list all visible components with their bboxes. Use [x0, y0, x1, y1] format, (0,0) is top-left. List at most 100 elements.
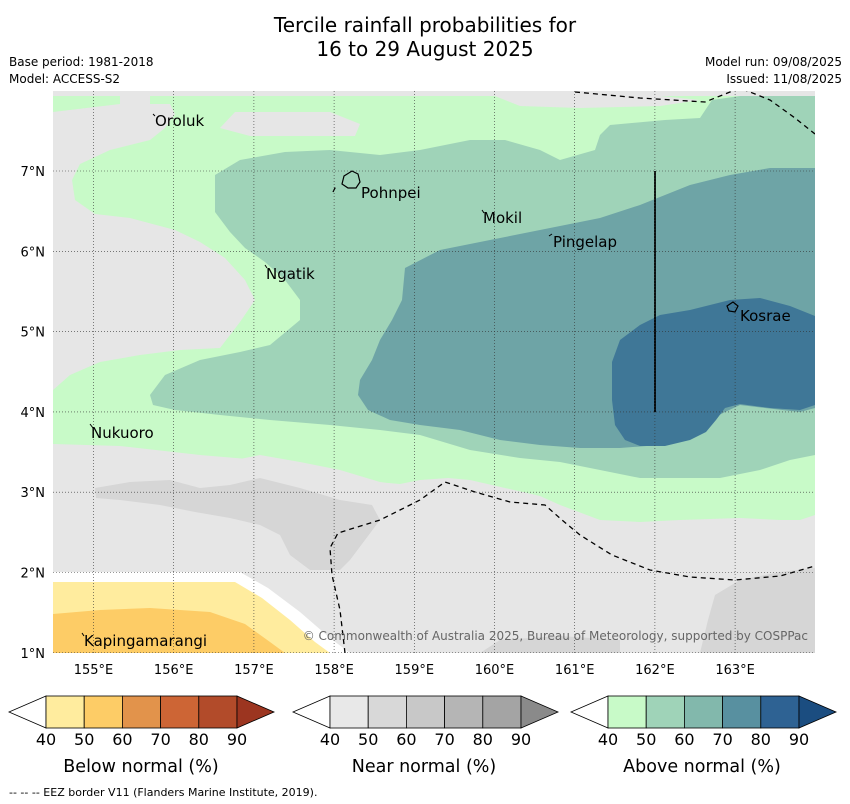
colorbar-above-normal: 40 50 60 70 80 90 — [569, 695, 838, 749]
colorbar-tick-label: 50 — [358, 730, 378, 749]
lon-tick-label: 161°E — [555, 663, 595, 678]
colorbar-segment — [329, 695, 369, 729]
label-mokil: Mokil — [483, 209, 522, 227]
colorbar-segment — [645, 695, 685, 729]
below-normal-60-region — [53, 608, 285, 653]
label-kapingamarangi: Kapingamarangi — [84, 632, 207, 650]
model-run: Model run: 09/08/2025 — [704, 55, 842, 69]
colorbar-segment — [160, 695, 200, 729]
colorbar-segment — [45, 695, 85, 729]
kapingamarangi-marker — [81, 632, 85, 637]
oroluk-marker — [152, 113, 156, 117]
lat-tick-label: 6°N — [21, 245, 46, 260]
eez-border-pohnpei — [332, 183, 338, 193]
colorbar-tick-label: 90 — [511, 730, 531, 749]
colorbar-segment — [198, 695, 238, 729]
issued-date: Issued: 11/08/2025 — [726, 72, 842, 86]
colorbar-segment — [122, 695, 162, 729]
colorbar-tick-label: 80 — [751, 730, 771, 749]
base-period: Base period: 1981-2018 — [9, 55, 154, 69]
lon-tick-label: 160°E — [475, 663, 515, 678]
colorbar-segment — [405, 695, 445, 729]
colorbar-segment — [760, 695, 800, 729]
lon-tick-label: 162°E — [635, 663, 675, 678]
colorbar-segment — [482, 695, 522, 729]
longitude-labels: 155°E 156°E 157°E 158°E 159°E 160°E 161°E 162°E… — [74, 663, 755, 678]
lon-tick-label: 156°E — [154, 663, 194, 678]
label-kosrae: Kosrae — [740, 307, 791, 325]
meta-left: Base period: 1981-2018 Model: ACCESS-S2 — [9, 54, 154, 88]
mokil-marker — [481, 209, 485, 214]
colorbar-segment — [367, 695, 407, 729]
colorbar-tick-label: 40 — [320, 730, 340, 749]
title-line-1: Tercile rainfall probabilities for — [273, 13, 577, 37]
eez-border-south — [329, 481, 815, 653]
colorbar-title-above: Above normal (%) — [623, 757, 781, 777]
model-name: Model: ACCESS-S2 — [9, 72, 121, 86]
colorbar-tick-label: 50 — [636, 730, 656, 749]
colorbar-segment — [444, 695, 484, 729]
lat-tick-label: 3°N — [21, 486, 46, 501]
pingelap-marker — [548, 233, 553, 237]
colorbar-tick-label: 80 — [189, 730, 209, 749]
colorbar-min-extend — [7, 695, 47, 729]
colorbar-tick-label: 40 — [598, 730, 618, 749]
copyright-notice: © Commonwealth of Australia 2025, Bureau… — [303, 629, 808, 643]
colorbar-tick-label: 90 — [789, 730, 809, 749]
colorbar-max-extend — [520, 695, 560, 729]
lon-tick-label: 155°E — [74, 663, 114, 678]
graticule — [53, 91, 815, 653]
ngatik-marker — [264, 264, 268, 269]
lat-tick-label: 5°N — [21, 326, 46, 341]
kosrae-island — [726, 301, 739, 313]
colorbar-tick-label: 60 — [674, 730, 694, 749]
colorbar-min-extend — [291, 695, 331, 729]
lat-tick-label: 1°N — [21, 647, 46, 662]
colorbar-tick-label: 70 — [434, 730, 454, 749]
colorbar-tick-label: 80 — [473, 730, 493, 749]
colorbar-tick-label: 50 — [74, 730, 94, 749]
colorbar-min-extend — [569, 695, 609, 729]
colorbar-tick-label: 40 — [36, 730, 56, 749]
near-normal-60-patch-3 — [480, 636, 620, 653]
colorbar-segment — [607, 695, 647, 729]
colorbar-max-extend — [236, 695, 276, 729]
label-pohnpei: Pohnpei — [361, 184, 421, 202]
latitude-labels: 7°N 6°N 5°N 4°N 3°N 2°N 1°N — [21, 165, 46, 662]
label-oroluk: Oroluk — [155, 112, 204, 130]
grey-left-region — [53, 106, 248, 352]
label-pingelap: Pingelap — [553, 233, 617, 251]
colorbar-segment — [722, 695, 762, 729]
colorbar-near-normal: 40 50 60 70 80 90 — [291, 695, 560, 749]
colorbar-tick-label: 60 — [112, 730, 132, 749]
colorbar-segment — [684, 695, 724, 729]
colorbar-tick-label: 70 — [712, 730, 732, 749]
near-normal-60-patch-2 — [700, 568, 815, 653]
near-normal-60-patch-1 — [95, 478, 380, 570]
colorbar-tick-label: 70 — [150, 730, 170, 749]
lon-tick-label: 159°E — [395, 663, 435, 678]
colorbar-tick-label: 90 — [227, 730, 247, 749]
colorbar-title-near: Near normal (%) — [352, 757, 497, 777]
lon-tick-label: 163°E — [715, 663, 755, 678]
lat-tick-label: 7°N — [21, 165, 46, 180]
eez-footnote: -- -- -- EEZ border V11 (Flanders Marine… — [9, 786, 318, 799]
colorbar-max-extend — [798, 695, 838, 729]
lon-tick-label: 158°E — [314, 663, 354, 678]
eez-border-north — [574, 91, 815, 135]
map-area: Oroluk Pohnpei Mokil Pingelap Ngatik Kos… — [53, 91, 815, 653]
pohnpei-island — [341, 170, 361, 189]
grey-top-band — [220, 112, 360, 136]
lat-tick-label: 2°N — [21, 567, 46, 582]
chart-title: Tercile rainfall probabilities for 16 to… — [0, 13, 850, 61]
colorbar-title-below: Below normal (%) — [63, 757, 218, 777]
lon-tick-label: 157°E — [234, 663, 274, 678]
colorbar-tick-label: 60 — [396, 730, 416, 749]
above-normal-80-region — [612, 298, 815, 446]
colorbar-segment — [83, 695, 123, 729]
nukuoro-marker — [89, 423, 94, 429]
meta-right: Model run: 09/08/2025 Issued: 11/08/2025 — [705, 54, 842, 88]
label-nukuoro: Nukuoro — [91, 424, 154, 442]
label-ngatik: Ngatik — [266, 265, 315, 283]
